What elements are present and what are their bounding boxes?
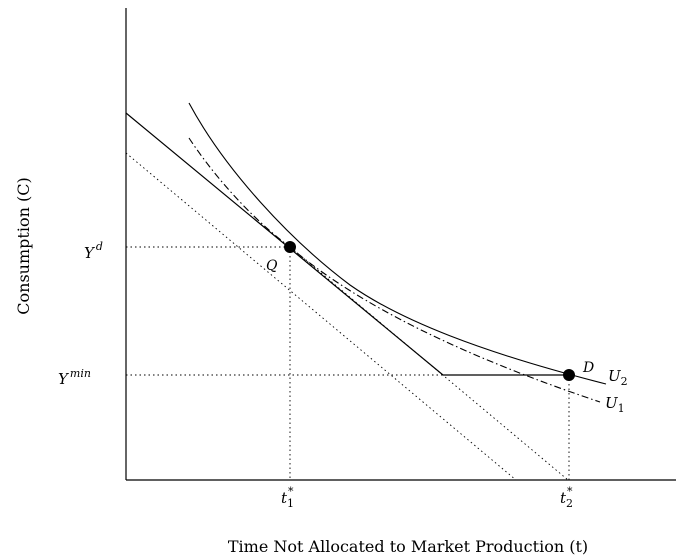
x-axis-title: Time Not Allocated to Market Production … xyxy=(228,537,588,556)
point-q-label: Q xyxy=(266,258,278,274)
y-tick-ymin-base: Y xyxy=(58,370,70,388)
x-tick-t2-base: t xyxy=(560,489,567,507)
curve-label-u1-base: U xyxy=(605,394,619,412)
y-tick-yd-sup: d xyxy=(96,240,103,253)
curve-label-u2-base: U xyxy=(608,367,622,385)
x-tick-t2-sup: * xyxy=(567,485,573,498)
budget-constraint xyxy=(125,112,569,376)
x-tick-t1-base: t xyxy=(281,489,288,507)
x-tick-t1-sup: * xyxy=(288,485,294,498)
point-d-marker xyxy=(563,369,575,381)
curve-label-u1: U1 xyxy=(605,394,625,415)
point-q-marker xyxy=(284,241,296,253)
x-tick-t2-sub: 2 xyxy=(566,497,573,510)
curve-label-u1-sub: 1 xyxy=(618,402,625,415)
curve-label-u2-sub: 2 xyxy=(621,375,628,388)
x-tick-t1-sub: 1 xyxy=(287,497,294,510)
y-tick-yd-base: Y xyxy=(84,244,96,262)
x-tick-label-t2: t2* xyxy=(560,485,573,510)
x-tick-label-t1: t1* xyxy=(281,485,294,510)
curve-label-u2: U2 xyxy=(608,367,628,388)
indifference-curve-u1 xyxy=(188,137,601,403)
indifference-curve-u2 xyxy=(188,102,607,385)
y-axis-title: Consumption (C) xyxy=(14,177,33,314)
y-tick-ymin-sup: min xyxy=(70,367,91,380)
dotted-budget-line-lower xyxy=(125,152,517,481)
point-d-label: D xyxy=(582,360,594,376)
